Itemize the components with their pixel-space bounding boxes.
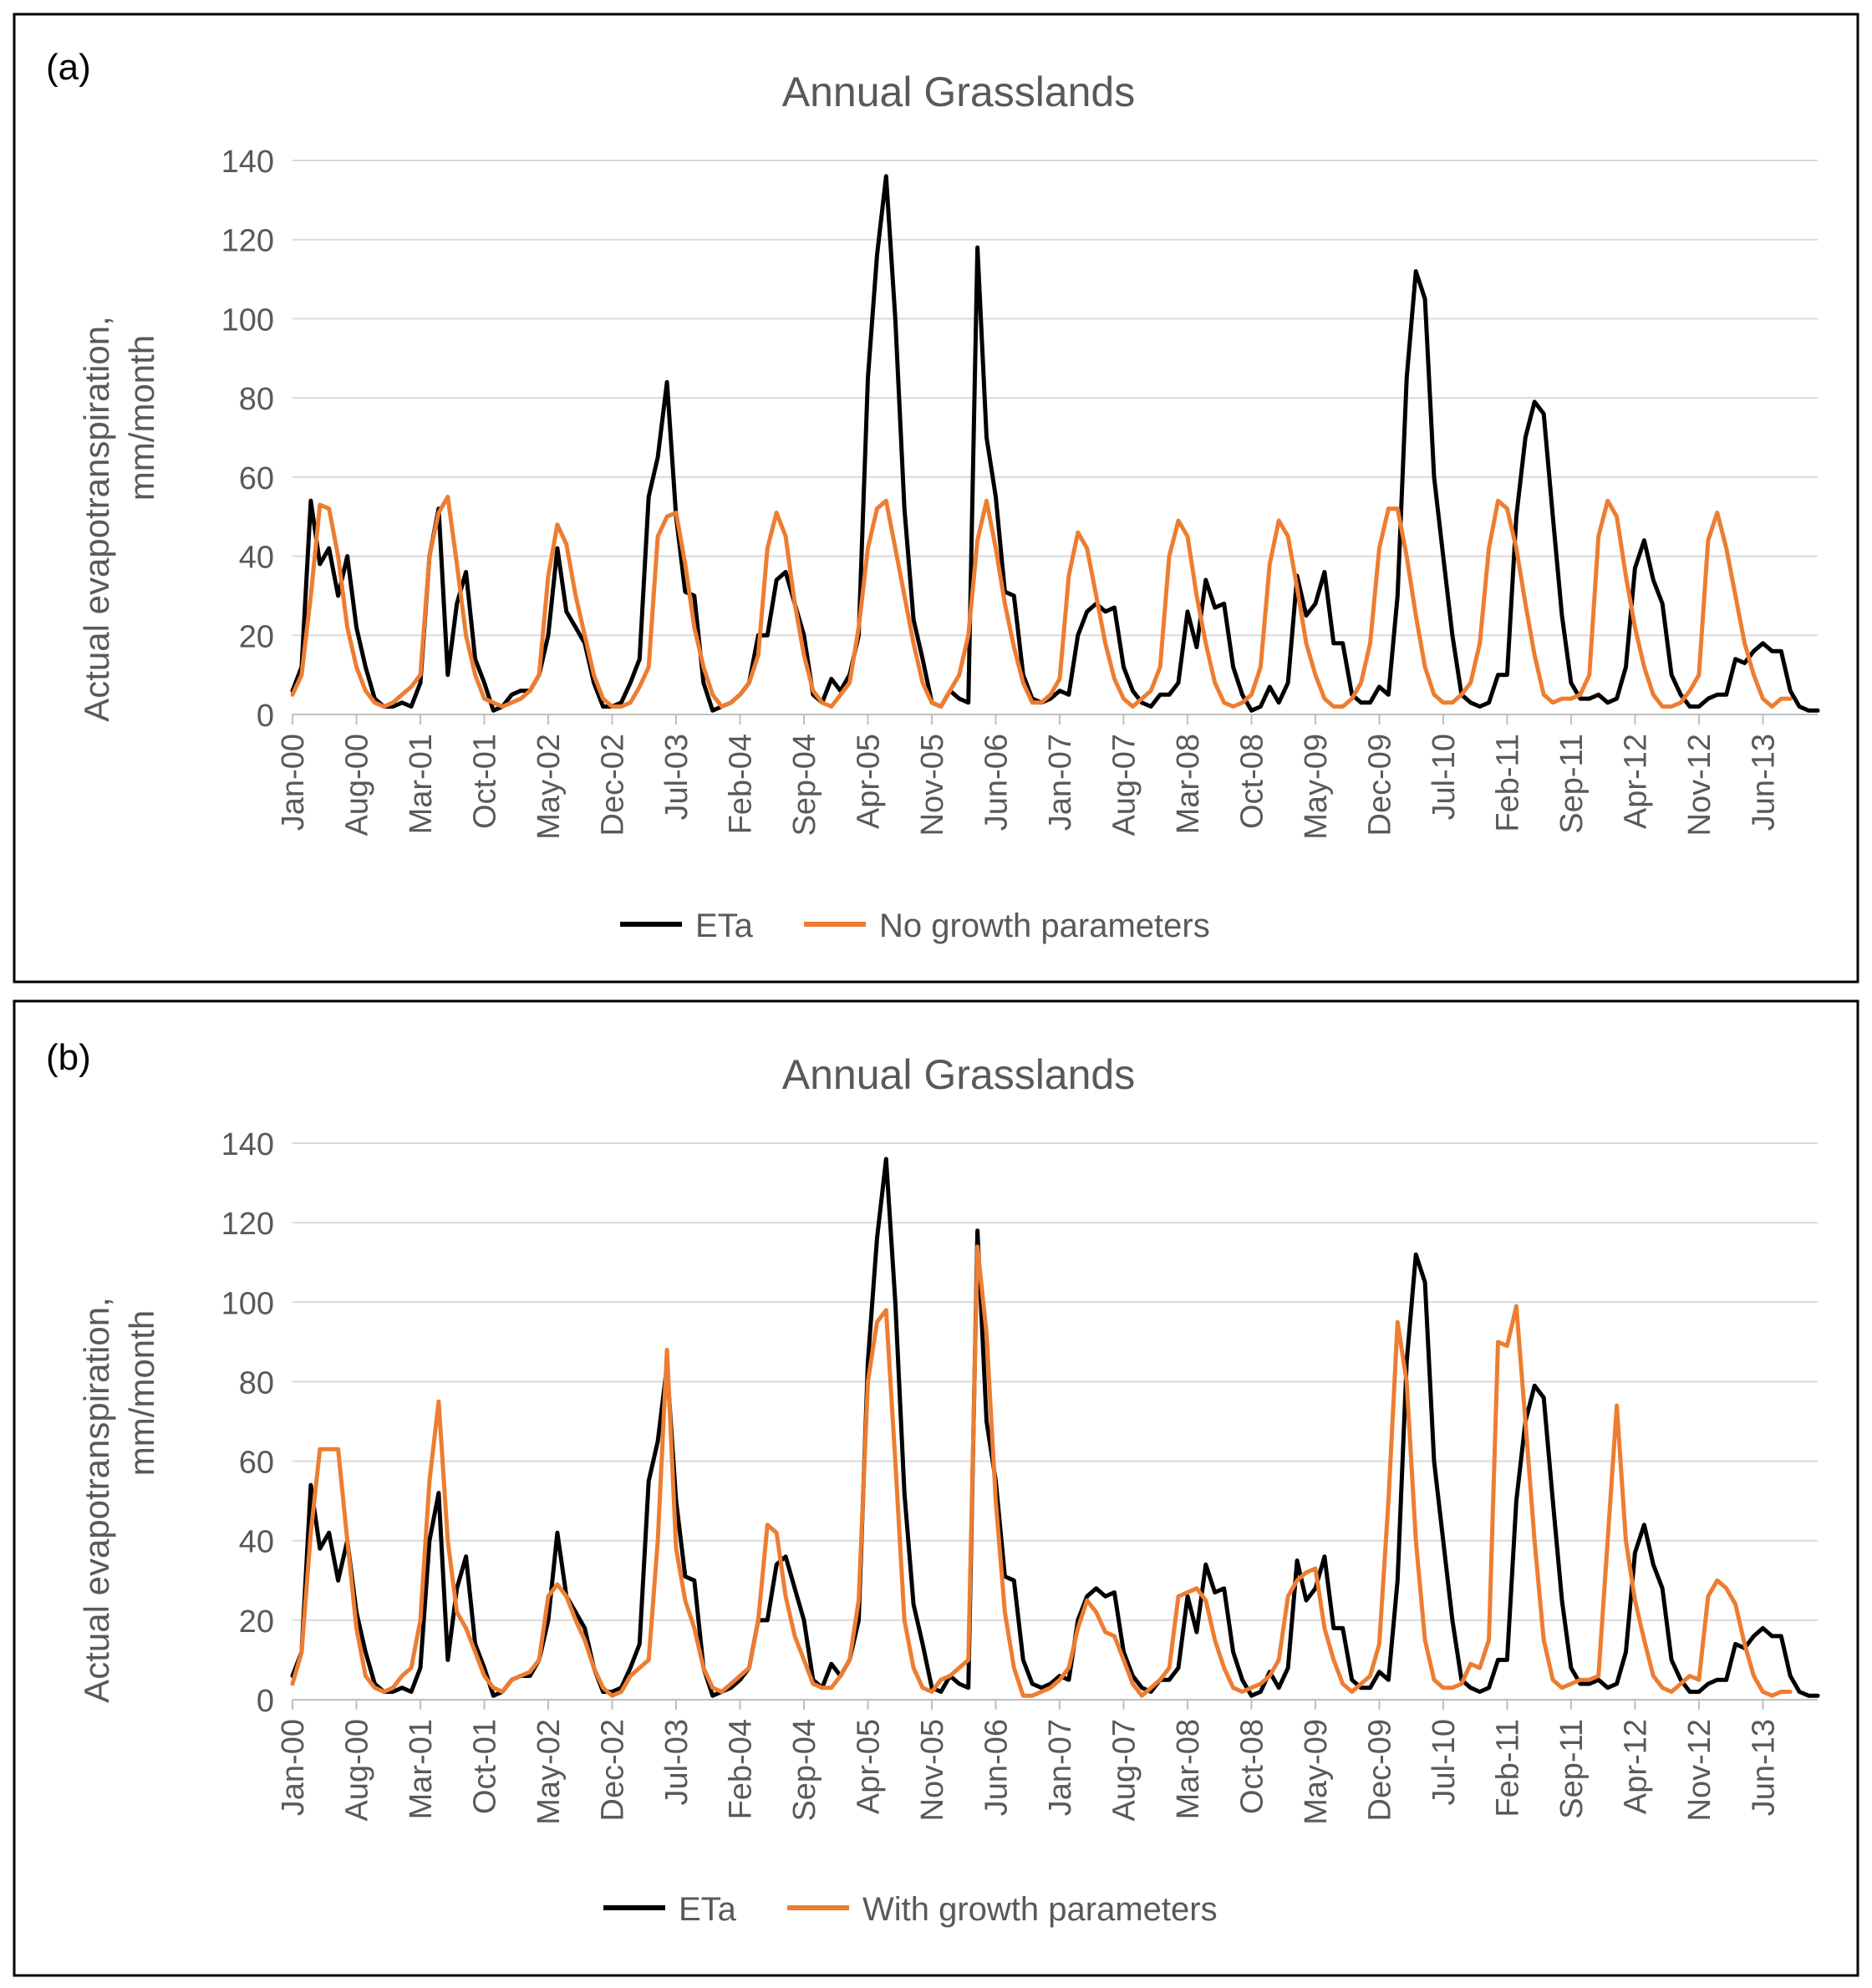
panel-b-tag: (b)	[46, 1037, 91, 1078]
x-tick-label: Aug-00	[339, 1719, 374, 1822]
series-eta-line	[290, 1157, 1820, 1698]
y-tick-label: 0	[257, 1684, 274, 1719]
panel-a-plot: 0 20 40 60 80 100 120 140 Jan-00 Aug-00 Mar-01 Oct-…	[221, 145, 1820, 840]
x-tick-label: Jul-03	[659, 734, 694, 821]
y-tick-label: 100	[221, 303, 274, 338]
x-tick-label: Jun-06	[979, 734, 1014, 831]
x-tick-label: Jan-00	[276, 1719, 311, 1816]
y-tick-label: 60	[239, 1446, 274, 1481]
x-tick-label: Mar-08	[1171, 734, 1206, 834]
x-tick-label: Dec-09	[1362, 734, 1397, 836]
x-tick-label: Jan-07	[1043, 1719, 1078, 1816]
panel-a-ylabel: Actual evapotranspiration, mm/month	[77, 316, 161, 722]
y-tick-label: 80	[239, 382, 274, 417]
y-tick-label: 120	[221, 1207, 274, 1242]
x-tick-label: Feb-04	[723, 1719, 758, 1819]
x-tick-label: Oct-08	[1234, 734, 1269, 829]
x-tick-label: Jul-03	[659, 1719, 694, 1806]
x-tick-label: May-09	[1299, 1719, 1334, 1825]
series-model-line	[290, 495, 1793, 709]
x-tick-label: Dec-02	[595, 1719, 630, 1822]
x-tick-label: Feb-11	[1490, 1719, 1525, 1818]
panel-a-legend: ETa No growth parameters	[620, 908, 1210, 944]
panel-a-ylabel-line2: mm/month	[122, 335, 161, 501]
x-tick-label: Jul-10	[1427, 734, 1462, 821]
x-tick-label: Sep-04	[787, 1719, 822, 1822]
y-tick-label: 40	[239, 1525, 274, 1560]
x-tick-label: Nov-05	[915, 734, 950, 836]
x-tick-label: May-02	[532, 734, 567, 840]
panel-b-title: Annual Grasslands	[782, 1051, 1135, 1098]
y-tick-label: 100	[221, 1286, 274, 1321]
x-tick-label: Oct-01	[467, 1719, 502, 1814]
x-tick-label: Jun-06	[979, 1719, 1014, 1816]
x-tick-label: Sep-11	[1554, 734, 1590, 834]
x-tick-label: Mar-01	[404, 1719, 439, 1819]
panel-b-ylabel-line2: mm/month	[122, 1310, 161, 1476]
x-tick-label: Sep-11	[1554, 1719, 1590, 1819]
legend-model-label: No growth parameters	[879, 908, 1210, 944]
x-tick-label: Jan-07	[1043, 734, 1078, 831]
x-tick-label: Mar-08	[1171, 1719, 1206, 1819]
y-tick-label: 140	[221, 1127, 274, 1162]
panel-b: (b) Annual Grasslands Actual evapotransp…	[13, 999, 1859, 1977]
x-tick-label: Dec-02	[595, 734, 630, 836]
x-tick-label: Oct-08	[1234, 1719, 1269, 1814]
x-tick-label: Nov-12	[1682, 734, 1717, 836]
y-tick-label: 20	[239, 1604, 274, 1640]
y-tick-label: 20	[239, 619, 274, 654]
x-tick-label: Apr-12	[1618, 734, 1653, 829]
x-tick-label: Nov-05	[915, 1719, 950, 1822]
panel-a-frame	[13, 13, 1859, 984]
legend-eta-label: ETa	[679, 1891, 737, 1928]
x-tick-label: Jul-10	[1427, 1719, 1462, 1806]
x-tick-label: Dec-09	[1362, 1719, 1397, 1822]
y-tick-label: 40	[239, 541, 274, 576]
x-tick-label: Aug-00	[339, 734, 374, 836]
series-model-line	[290, 1244, 1793, 1698]
x-tick-label: Sep-04	[787, 734, 822, 836]
x-tick-label: Aug-07	[1106, 1719, 1142, 1822]
x-tick-label: Jun-13	[1746, 1719, 1781, 1816]
x-tick-label: Feb-04	[723, 734, 758, 834]
panel-a: (a) Annual Grasslands Actual evapotransp…	[13, 13, 1859, 984]
legend-eta-label: ETa	[695, 908, 754, 944]
x-tick-label: May-02	[532, 1719, 567, 1825]
panel-b-ylabel-line1: Actual evapotranspiration,	[77, 1297, 116, 1703]
x-tick-label: Nov-12	[1682, 1719, 1717, 1822]
y-tick-label: 80	[239, 1365, 274, 1401]
series-eta-line	[290, 174, 1820, 713]
panel-b-frame	[13, 999, 1859, 1977]
y-tick-label: 60	[239, 461, 274, 496]
panel-b-plot: 0 20 40 60 80 100 120 140 Jan-00 Aug-00 Mar-01 Oct-…	[221, 1127, 1820, 1825]
y-tick-label: 120	[221, 224, 274, 259]
x-tick-label: Feb-11	[1490, 734, 1525, 832]
legend-model-label: With growth parameters	[862, 1891, 1218, 1928]
x-tick-label: Apr-05	[851, 1719, 886, 1814]
panel-b-ylabel: Actual evapotranspiration, mm/month	[77, 1297, 161, 1703]
x-tick-label: Apr-12	[1618, 1719, 1653, 1814]
x-tick-label: Aug-07	[1106, 734, 1142, 836]
x-tick-label: Mar-01	[404, 734, 439, 834]
x-tick-label: Oct-01	[467, 734, 502, 829]
x-tick-label: Jun-13	[1746, 734, 1781, 831]
x-tick-label: May-09	[1299, 734, 1334, 840]
y-tick-label: 0	[257, 699, 274, 734]
y-tick-label: 140	[221, 145, 274, 180]
panel-a-title: Annual Grasslands	[782, 69, 1135, 115]
panel-a-tag: (a)	[46, 47, 91, 88]
x-tick-label: Apr-05	[851, 734, 886, 829]
x-tick-label: Jan-00	[276, 734, 311, 831]
panel-a-ylabel-line1: Actual evapotranspiration,	[77, 316, 116, 722]
panel-b-legend: ETa With growth parameters	[603, 1891, 1218, 1928]
